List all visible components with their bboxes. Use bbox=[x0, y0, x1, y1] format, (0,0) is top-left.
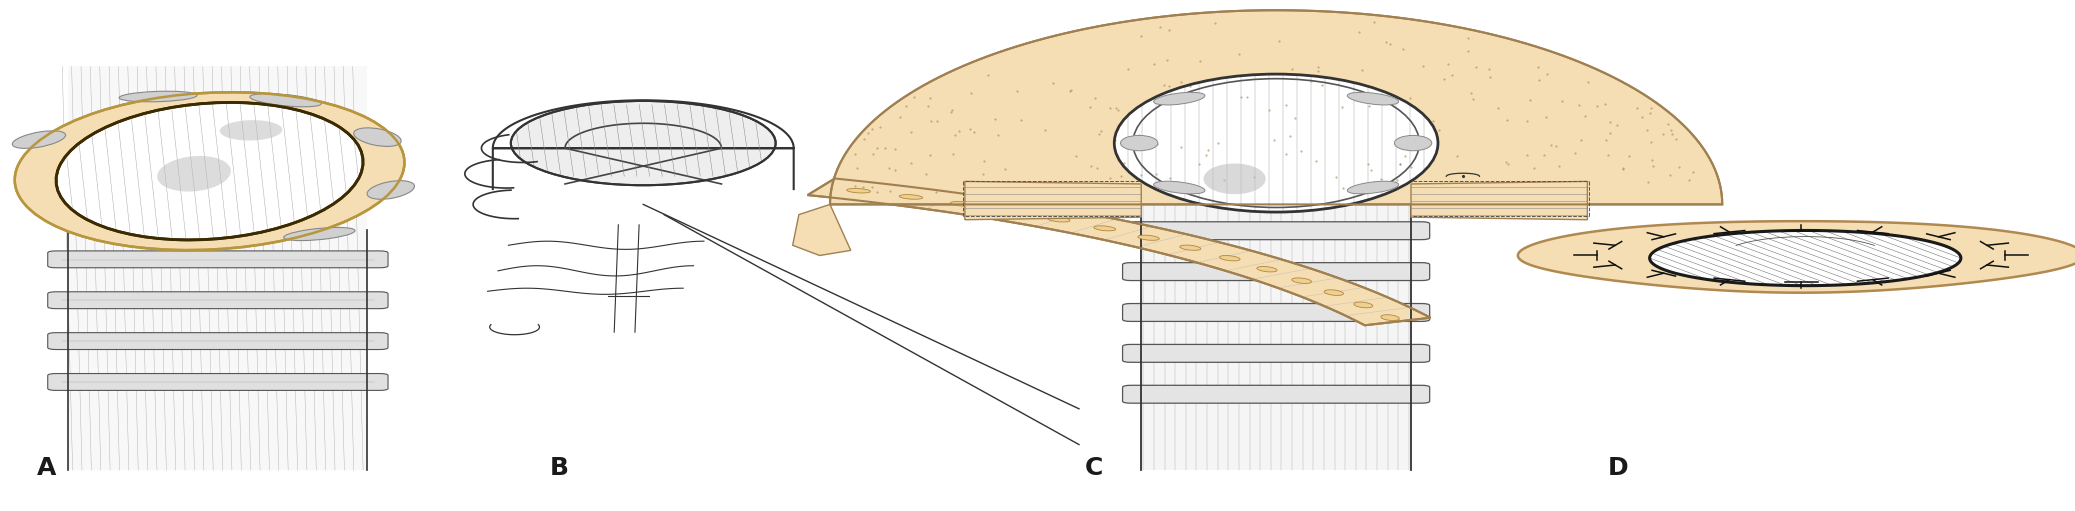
Ellipse shape bbox=[1204, 164, 1266, 194]
FancyBboxPatch shape bbox=[48, 374, 388, 390]
Ellipse shape bbox=[353, 128, 400, 147]
Ellipse shape bbox=[1137, 235, 1160, 240]
FancyBboxPatch shape bbox=[48, 333, 388, 350]
Ellipse shape bbox=[510, 101, 776, 185]
Ellipse shape bbox=[1220, 256, 1241, 261]
Ellipse shape bbox=[249, 94, 322, 107]
Ellipse shape bbox=[1257, 267, 1276, 272]
Polygon shape bbox=[1650, 230, 1961, 286]
Polygon shape bbox=[1411, 181, 1587, 220]
Ellipse shape bbox=[1293, 278, 1311, 284]
Text: C: C bbox=[1085, 456, 1104, 480]
Ellipse shape bbox=[1154, 181, 1206, 194]
FancyBboxPatch shape bbox=[48, 251, 388, 268]
Ellipse shape bbox=[510, 99, 776, 187]
Ellipse shape bbox=[158, 156, 230, 192]
FancyBboxPatch shape bbox=[1123, 344, 1430, 362]
Text: A: A bbox=[37, 456, 56, 480]
Ellipse shape bbox=[118, 91, 197, 102]
Polygon shape bbox=[965, 181, 1141, 220]
FancyBboxPatch shape bbox=[1123, 140, 1430, 158]
Text: D: D bbox=[1608, 456, 1629, 480]
Ellipse shape bbox=[1048, 217, 1071, 222]
Polygon shape bbox=[807, 178, 1430, 326]
Bar bbox=[1141, 36, 1411, 470]
Polygon shape bbox=[807, 178, 1430, 326]
Polygon shape bbox=[965, 181, 1141, 220]
Ellipse shape bbox=[950, 201, 973, 206]
Ellipse shape bbox=[1114, 74, 1438, 212]
Ellipse shape bbox=[1324, 290, 1343, 295]
Polygon shape bbox=[1411, 181, 1587, 220]
Ellipse shape bbox=[1394, 135, 1432, 151]
FancyBboxPatch shape bbox=[1123, 222, 1430, 240]
Ellipse shape bbox=[1094, 226, 1116, 231]
FancyBboxPatch shape bbox=[1123, 385, 1430, 403]
Ellipse shape bbox=[1120, 135, 1158, 151]
FancyBboxPatch shape bbox=[48, 292, 388, 309]
Ellipse shape bbox=[1380, 315, 1399, 320]
Bar bbox=[68, 66, 367, 470]
Ellipse shape bbox=[56, 103, 363, 240]
Ellipse shape bbox=[284, 227, 355, 241]
Ellipse shape bbox=[1347, 181, 1399, 194]
Ellipse shape bbox=[1114, 74, 1438, 212]
FancyBboxPatch shape bbox=[1123, 181, 1430, 199]
Ellipse shape bbox=[898, 195, 923, 199]
Ellipse shape bbox=[15, 92, 405, 250]
Ellipse shape bbox=[220, 120, 282, 141]
Text: B: B bbox=[550, 456, 569, 480]
Ellipse shape bbox=[1154, 92, 1206, 105]
Ellipse shape bbox=[1353, 302, 1374, 308]
Polygon shape bbox=[1519, 221, 2075, 293]
Ellipse shape bbox=[1347, 92, 1399, 105]
FancyBboxPatch shape bbox=[1123, 304, 1430, 321]
Ellipse shape bbox=[1000, 209, 1023, 214]
Ellipse shape bbox=[56, 103, 363, 240]
Ellipse shape bbox=[847, 189, 869, 193]
Ellipse shape bbox=[1181, 245, 1201, 250]
Ellipse shape bbox=[367, 181, 415, 199]
FancyBboxPatch shape bbox=[1123, 263, 1430, 281]
Ellipse shape bbox=[12, 131, 66, 148]
Polygon shape bbox=[807, 178, 1430, 326]
Polygon shape bbox=[830, 10, 1722, 204]
Polygon shape bbox=[793, 204, 851, 256]
Polygon shape bbox=[1650, 230, 1961, 286]
